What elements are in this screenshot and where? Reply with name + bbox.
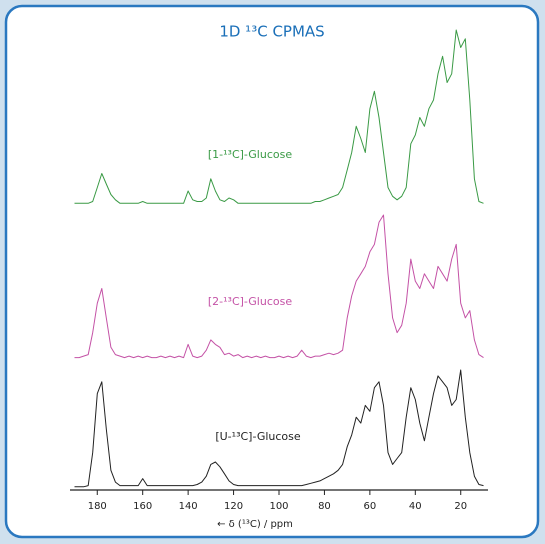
x-tick-label: 60 — [364, 501, 377, 512]
x-tick-label: 20 — [454, 501, 467, 512]
spectrum-line — [74, 29, 484, 204]
x-axis-label: ← δ (¹³C) / ppm — [217, 519, 293, 530]
spectrum-line — [74, 369, 484, 488]
x-tick-label: 180 — [88, 501, 107, 512]
series-label: [2-¹³C]-Glucose — [208, 295, 292, 308]
spectrum-line — [74, 214, 484, 359]
x-tick-label: 160 — [133, 501, 152, 512]
x-tick-label: 40 — [409, 501, 422, 512]
series-label: [1-¹³C]-Glucose — [208, 148, 292, 161]
x-tick-label: 100 — [269, 501, 288, 512]
panel — [4, 4, 540, 539]
x-tick-label: 80 — [318, 501, 331, 512]
x-tick-label: 140 — [179, 501, 198, 512]
chart-title: 1D ¹³C CPMAS — [219, 23, 324, 41]
x-tick-label: 120 — [224, 501, 243, 512]
series-label: [U-¹³C]-Glucose — [215, 430, 301, 443]
